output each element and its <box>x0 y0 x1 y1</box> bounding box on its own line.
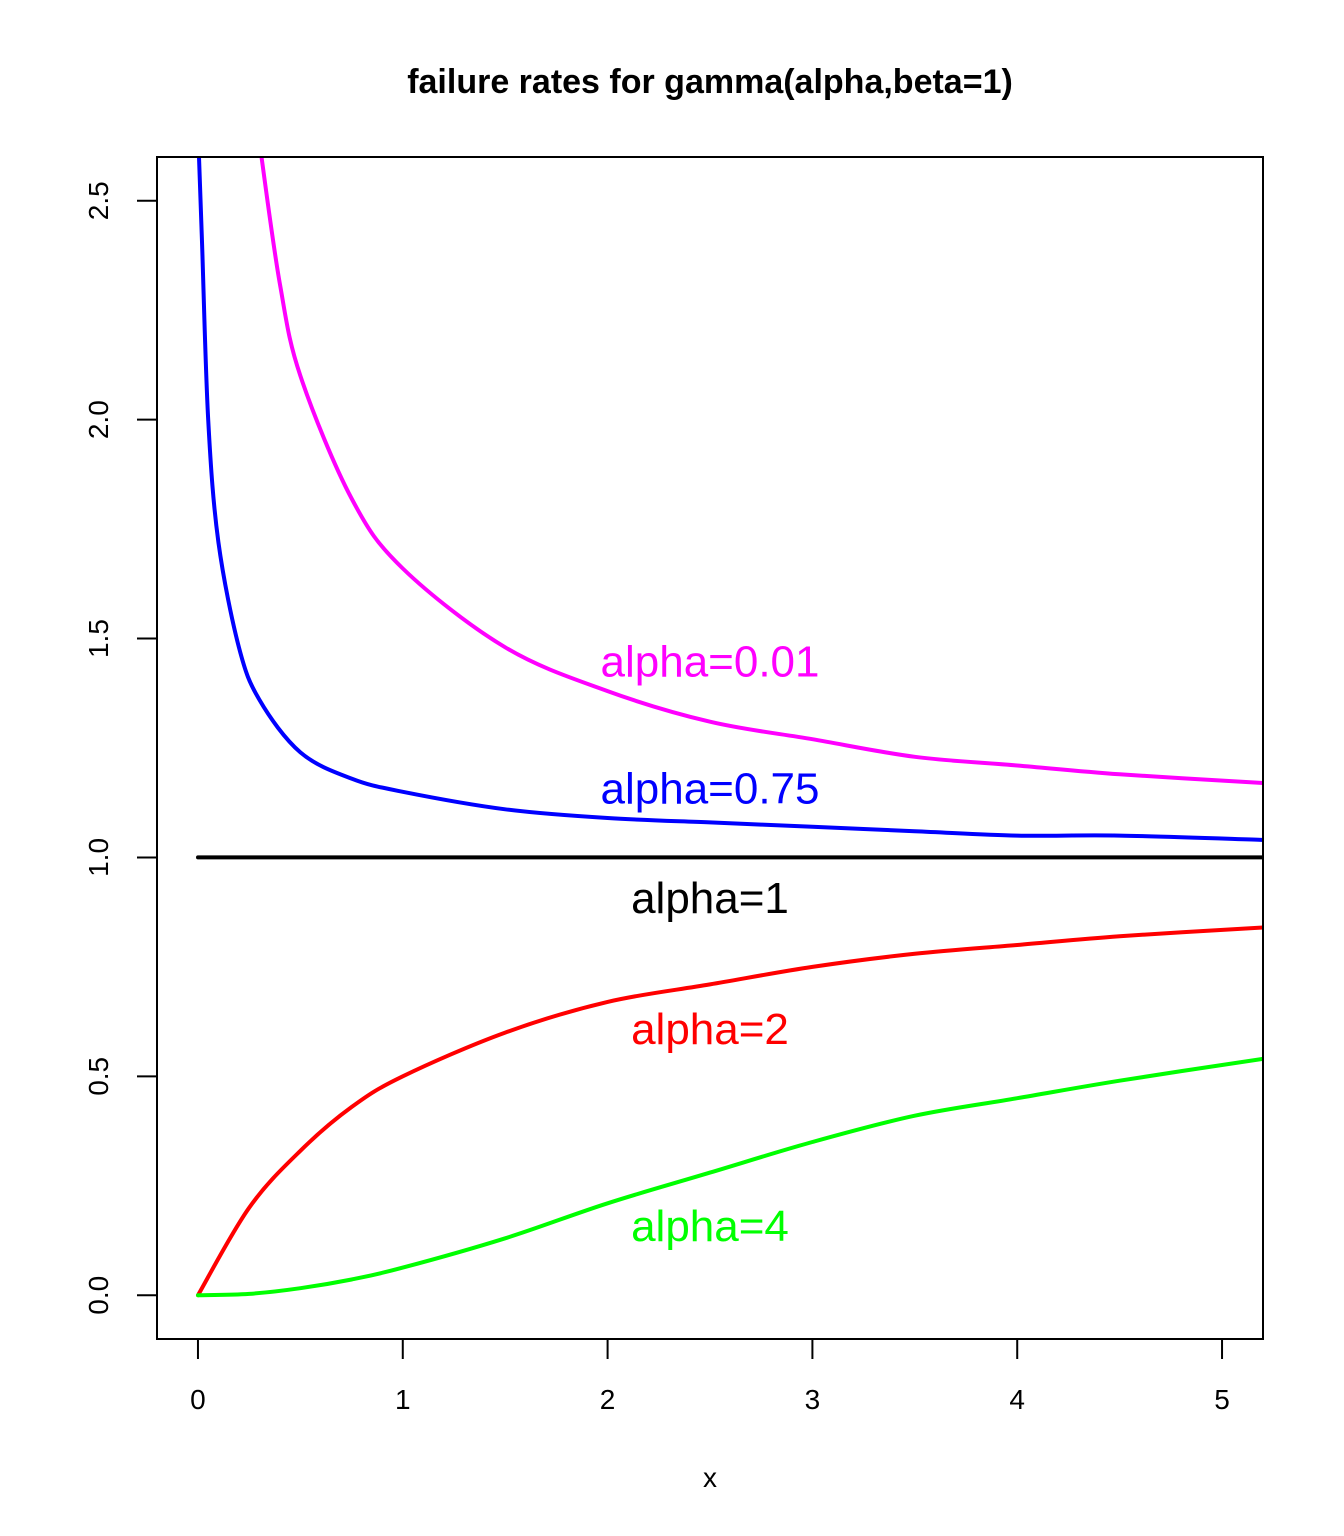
y-tick-label: 2.0 <box>83 400 114 439</box>
series-label-alpha-0-01: alpha=0.01 <box>601 637 820 686</box>
series-curves <box>196 157 1263 1298</box>
x-tick-label: 5 <box>1214 1384 1230 1415</box>
x-tick-label: 2 <box>600 1384 616 1415</box>
x-tick-label: 4 <box>1009 1384 1025 1415</box>
series-label-alpha-0-75: alpha=0.75 <box>601 764 820 813</box>
series-labels: alpha=0.01 alpha=0.75 alpha=1 alpha=2 alpha=… <box>601 637 820 1251</box>
y-tick-label: 1.0 <box>83 838 114 877</box>
series-line-alpha-0-75 <box>197 157 1263 842</box>
series-label-alpha-4: alpha=4 <box>631 1202 789 1251</box>
x-tick-label: 1 <box>395 1384 411 1415</box>
y-tick-label: 0.0 <box>83 1276 114 1315</box>
series-line-alpha-2 <box>196 925 1263 1298</box>
x-axis: 0 1 2 3 4 5 <box>190 1338 1230 1415</box>
y-tick-label: 0.5 <box>83 1057 114 1096</box>
series-line-alpha-4 <box>196 1056 1263 1298</box>
plot-frame <box>156 156 1264 1340</box>
series-label-alpha-1: alpha=1 <box>631 874 789 923</box>
x-axis-label: x <box>703 1462 717 1493</box>
series-label-alpha-2: alpha=2 <box>631 1005 789 1054</box>
chart-title: failure rates for gamma(alpha,beta=1) <box>407 63 1013 101</box>
x-tick-label: 3 <box>805 1384 821 1415</box>
y-tick-label: 1.5 <box>83 619 114 658</box>
x-tick-label: 0 <box>190 1384 206 1415</box>
y-axis: 0.0 0.5 1.0 1.5 2.0 2.5 <box>83 181 158 1315</box>
y-tick-label: 2.5 <box>83 181 114 220</box>
series-line-alpha-0-01 <box>259 157 1263 785</box>
